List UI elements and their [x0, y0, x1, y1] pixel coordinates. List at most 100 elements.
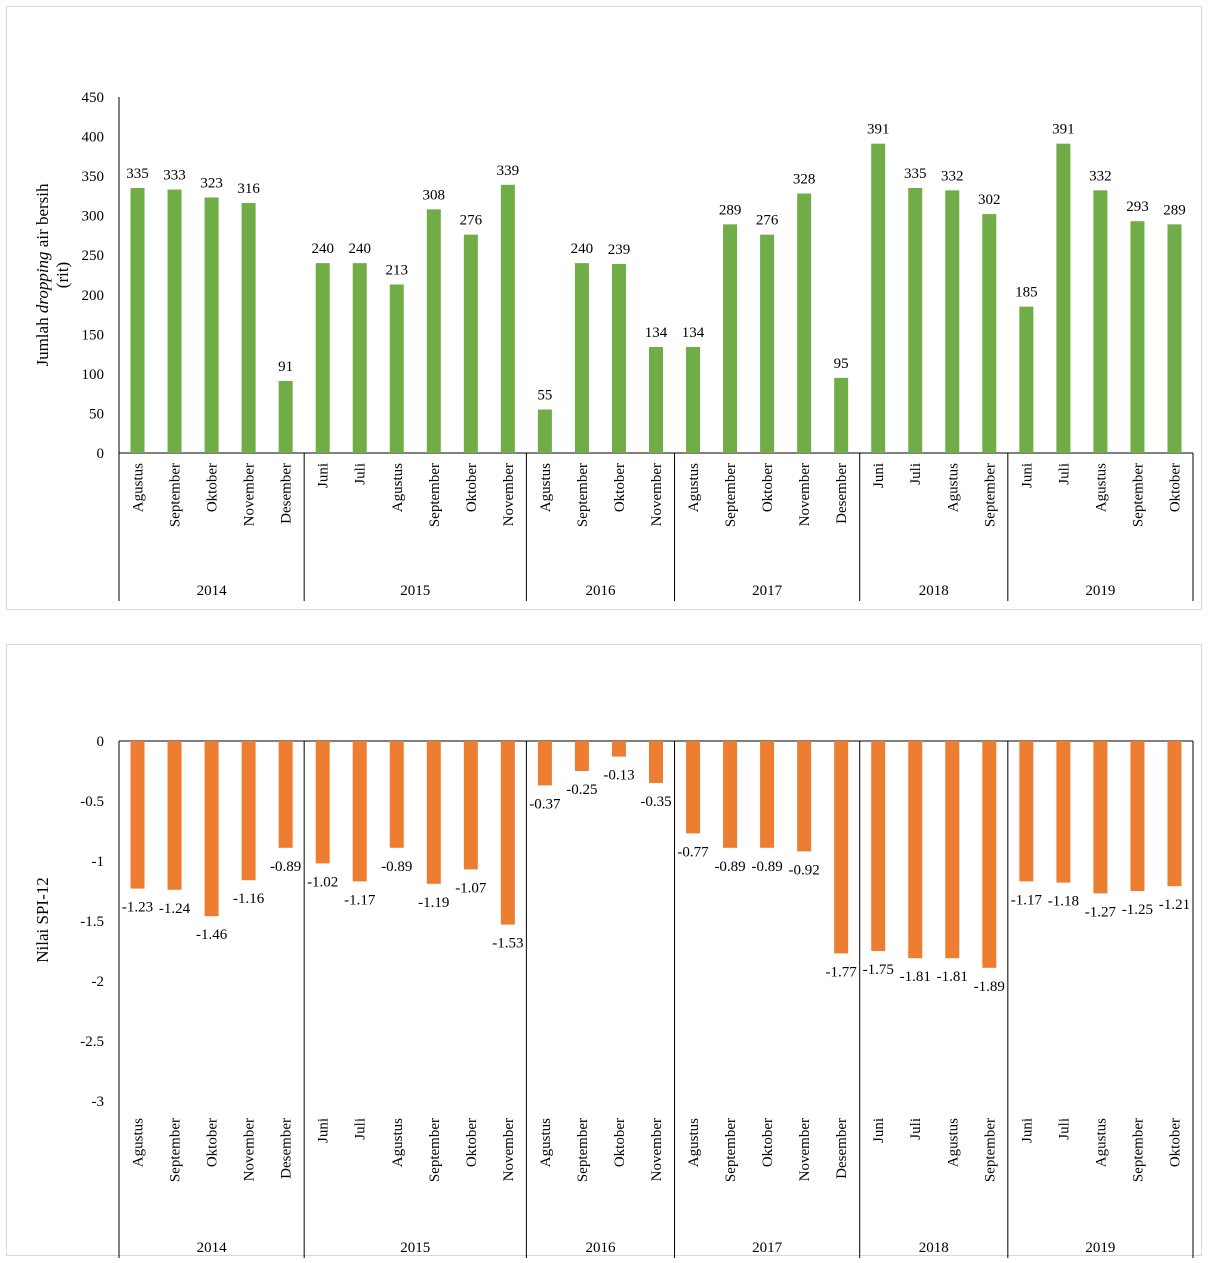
data-label: 276	[460, 213, 483, 229]
x-month-label: September	[168, 463, 184, 527]
bar	[760, 741, 775, 848]
data-label: -0.89	[270, 859, 301, 875]
data-label: -0.35	[640, 794, 671, 810]
data-label: 134	[682, 325, 705, 341]
bar	[130, 741, 145, 889]
data-label: 293	[1126, 199, 1149, 215]
bar	[167, 741, 182, 890]
data-label: 55	[537, 387, 552, 403]
x-year-label: 2015	[400, 1240, 430, 1256]
x-month-label: Agustus	[1093, 463, 1109, 512]
y-tick-label: -1.5	[80, 914, 104, 930]
y-axis-title-part: air bersih	[33, 183, 52, 251]
y-tick-label: 100	[82, 367, 105, 383]
x-month-label: Agustus	[945, 463, 961, 512]
bar	[204, 197, 219, 453]
y-tick-label: 0	[97, 734, 105, 750]
bar	[574, 263, 589, 453]
data-label: 332	[941, 168, 964, 184]
data-label: -1.81	[900, 969, 931, 985]
x-month-label: Agustus	[686, 463, 702, 512]
x-year-label: 2016	[585, 583, 616, 599]
data-label: 91	[278, 359, 293, 375]
data-label: -0.89	[751, 859, 782, 875]
data-label: -1.02	[307, 874, 338, 890]
x-month-label: Oktober	[760, 463, 776, 512]
data-label: -0.37	[529, 796, 561, 812]
data-label: 335	[126, 166, 149, 182]
data-label: 213	[386, 262, 409, 278]
x-month-label: Juli	[1056, 1118, 1072, 1140]
y-axis-title: Jumlah dropping air bersih	[33, 183, 52, 367]
data-label: -1.24	[159, 901, 191, 917]
bar	[426, 741, 441, 884]
x-year-label: 2019	[1085, 1240, 1115, 1256]
bar	[723, 741, 738, 848]
data-label: -0.77	[677, 844, 709, 860]
data-label: 276	[756, 213, 779, 229]
data-label: -1.25	[1122, 902, 1153, 918]
bar	[686, 346, 701, 453]
data-label: -1.81	[937, 969, 968, 985]
bar	[1093, 190, 1108, 453]
data-label: 391	[1052, 122, 1075, 138]
x-month-label: Oktober	[612, 1118, 628, 1167]
x-month-label: Desember	[834, 1118, 850, 1179]
bar	[834, 741, 849, 954]
x-month-label: Desember	[279, 463, 295, 524]
x-year-label: 2016	[585, 1240, 616, 1256]
y-tick-label: -2.5	[80, 1034, 104, 1050]
x-month-label: Oktober	[1167, 1118, 1183, 1167]
x-month-label: September	[1130, 1118, 1146, 1182]
bar	[389, 741, 404, 848]
bar	[1019, 306, 1034, 453]
bar	[1056, 143, 1071, 454]
x-month-label: November	[242, 463, 258, 526]
x-month-label: Oktober	[464, 1118, 480, 1167]
x-month-label: September	[982, 463, 998, 527]
data-label: 323	[200, 175, 223, 191]
bar	[167, 189, 182, 453]
bar	[315, 263, 330, 453]
x-month-label: Oktober	[760, 1118, 776, 1167]
bar	[574, 741, 589, 771]
data-label: 316	[237, 181, 260, 197]
x-month-label: September	[427, 1118, 443, 1182]
x-month-label: Agustus	[390, 1118, 406, 1167]
data-label: 289	[1163, 202, 1186, 218]
data-label: -0.13	[603, 768, 634, 784]
bar	[130, 187, 145, 453]
x-month-label: Agustus	[538, 1118, 554, 1167]
y-tick-label: 200	[82, 288, 105, 304]
bar	[945, 741, 960, 959]
data-label: 328	[793, 172, 816, 188]
bar	[1093, 741, 1108, 894]
bar	[389, 284, 404, 453]
y-tick-label: -2	[92, 974, 105, 990]
bar	[945, 190, 960, 453]
y-axis-title-italic: dropping	[33, 251, 52, 313]
x-year-label: 2015	[400, 583, 430, 599]
x-year-label: 2014	[197, 1240, 228, 1256]
data-label: -1.75	[863, 962, 894, 978]
y-tick-label: 0	[97, 446, 105, 462]
bar	[278, 381, 293, 453]
bar	[241, 203, 256, 453]
bar	[537, 409, 552, 453]
data-label: -1.18	[1048, 894, 1079, 910]
x-year-label: 2017	[752, 583, 783, 599]
bar	[1167, 224, 1182, 453]
x-month-label: Oktober	[205, 463, 221, 512]
data-label: -1.21	[1159, 897, 1190, 913]
bar	[649, 346, 663, 453]
bar	[426, 209, 441, 453]
data-label: -1.46	[196, 927, 228, 943]
x-month-label: September	[168, 1118, 184, 1182]
bar	[908, 187, 923, 453]
data-label: -1.17	[1011, 892, 1043, 908]
x-month-label: Juli	[908, 1118, 924, 1140]
bar	[649, 741, 663, 783]
data-label: -1.17	[344, 892, 376, 908]
data-label: 239	[608, 242, 631, 258]
x-month-label: November	[797, 463, 813, 526]
